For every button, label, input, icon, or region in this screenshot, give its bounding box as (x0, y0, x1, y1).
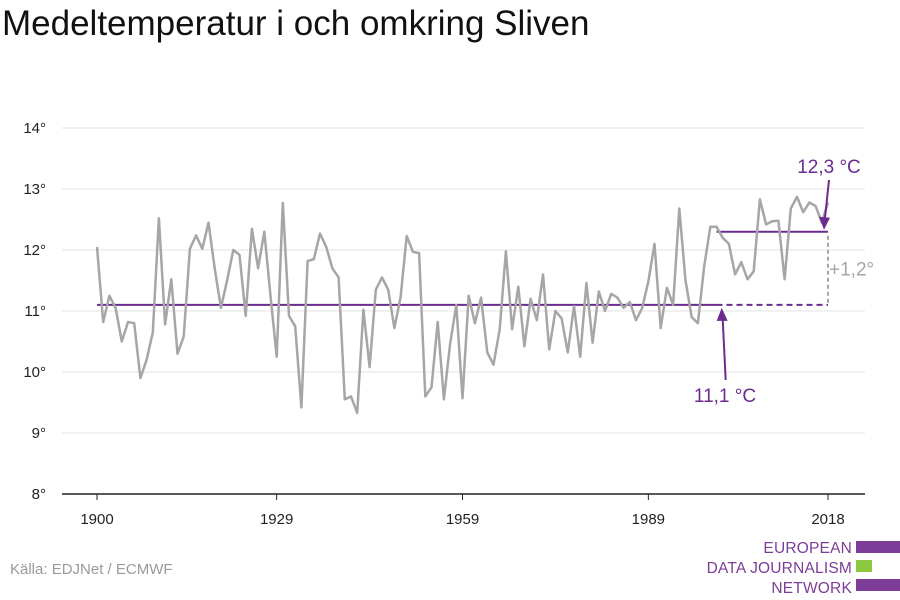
y-tick-label: 10° (23, 364, 46, 381)
x-tick-label: 1929 (260, 511, 293, 528)
recent-mean-arrow-shaft (824, 179, 830, 218)
temperature-series (95, 195, 830, 415)
difference-label: +1,2° (829, 259, 874, 280)
logo-line-3: NETWORK (771, 580, 852, 597)
logo-line-2: DATA JOURNALISM (706, 560, 852, 577)
y-tick-label: 11° (24, 303, 46, 320)
x-axis: 1900 1929 1959 1989 2018 (62, 493, 865, 528)
logo-bar-top (856, 541, 900, 553)
recent-mean-label: 12,3 °C (797, 157, 861, 178)
annotations: +1,2° 12,3 °C 11,1 °C (694, 157, 874, 407)
x-tick-label: 2018 (811, 511, 844, 528)
recent-mean-arrowhead (819, 216, 830, 230)
y-axis-ticks: 8° 9° 10° 11° 12° 13° 14° (23, 120, 46, 503)
y-tick-label: 12° (23, 242, 46, 259)
baseline-mean-arrowhead (716, 307, 728, 321)
logo-bar-bottom (856, 579, 900, 591)
logo-line-1: EUROPEAN (763, 540, 852, 557)
source-note: Källa: EDJNet / ECMWF (10, 561, 173, 578)
baseline-mean-arrow-shaft (721, 318, 727, 381)
x-tick-label: 1900 (80, 511, 113, 528)
x-tick-label: 1989 (632, 511, 665, 528)
reference-lines (97, 230, 828, 306)
y-tick-label: 14° (23, 120, 46, 137)
logo-text: EUROPEAN DATA JOURNALISM NETWORK (707, 539, 852, 599)
y-tick-label: 13° (23, 181, 46, 198)
x-tick-label: 1959 (446, 511, 479, 528)
y-tick-label: 9° (32, 425, 46, 442)
chart-title: Medeltemperatur i och omkring Sliven (2, 4, 590, 43)
temperature-line (95, 195, 830, 415)
edjnet-logo: EUROPEAN DATA JOURNALISM NETWORK (640, 536, 900, 599)
baseline-mean-label: 11,1 °C (694, 386, 756, 407)
logo-bar-accent (856, 560, 872, 572)
y-tick-label: 8° (32, 486, 46, 503)
